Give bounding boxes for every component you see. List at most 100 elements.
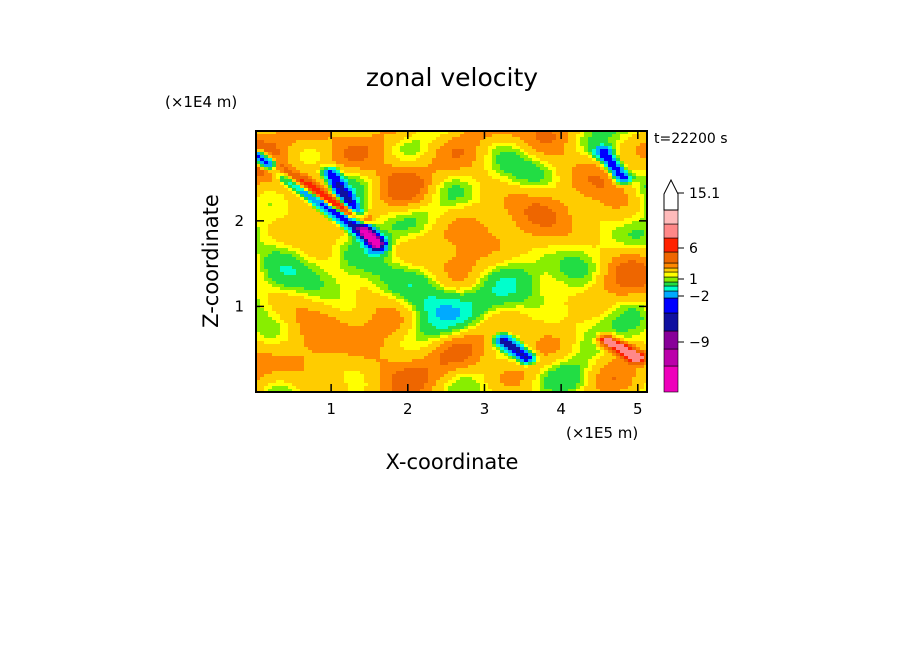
heatmap-cell [372,227,377,231]
heatmap-cell [640,170,645,174]
heatmap-cell [416,146,421,150]
heatmap-cell [432,218,437,222]
heatmap-cell [368,143,373,147]
heatmap-cell [484,194,489,198]
heatmap-cell [456,164,461,168]
heatmap-cell [328,167,333,171]
heatmap-cell [548,194,553,198]
heatmap-cell [456,221,461,225]
heatmap-cell [404,236,409,240]
heatmap-cell [448,131,453,135]
heatmap-cell [488,218,493,222]
heatmap-cell [332,167,337,171]
heatmap-cell [620,185,625,189]
heatmap-cell [288,158,293,162]
heatmap-cell [556,206,561,210]
heatmap-cell [524,176,529,180]
heatmap-cell [280,131,285,135]
heatmap-cell [444,239,449,243]
heatmap-cell [328,149,333,153]
heatmap-cell [508,164,513,168]
heatmap-cell [544,176,549,180]
heatmap-cell [380,197,385,201]
heatmap-cell [328,185,333,189]
heatmap-cell [448,230,453,234]
heatmap-cell [344,161,349,165]
heatmap-cell [576,233,581,237]
heatmap-cell [384,185,389,189]
heatmap-cell [644,224,647,228]
heatmap-cell [424,134,429,138]
heatmap-cell [604,206,609,210]
heatmap-cell [424,137,429,141]
heatmap-cell [568,146,573,150]
heatmap-cell [620,176,625,180]
heatmap-cell [296,182,301,186]
heatmap-cell [384,221,389,225]
heatmap-cell [432,191,437,195]
heatmap-cell [428,131,433,135]
heatmap-cell [460,155,465,159]
heatmap-cell [512,230,517,234]
heatmap-cell [352,182,357,186]
heatmap-cell [444,134,449,138]
heatmap-cell [256,167,261,171]
heatmap-cell [500,227,505,231]
heatmap-cell [424,227,429,231]
heatmap-cell [268,155,273,159]
heatmap-cell [272,197,277,201]
heatmap-cell [324,164,329,168]
heatmap-cell [552,224,557,228]
heatmap-cell [408,158,413,162]
heatmap-cell [516,206,521,210]
heatmap-cell [612,224,617,228]
heatmap-cell [624,152,629,156]
heatmap-cell [516,203,521,207]
heatmap-cell [460,209,465,213]
heatmap-cell [356,230,361,234]
heatmap-cell [264,239,269,243]
heatmap-cell [316,194,321,198]
heatmap-cell [536,176,541,180]
heatmap-cell [388,200,393,204]
heatmap-cell [268,224,273,228]
heatmap-cell [392,173,397,177]
heatmap-cell [312,224,317,228]
heatmap-cell [592,164,597,168]
heatmap-cell [544,230,549,234]
heatmap-cell [368,131,373,135]
heatmap-cell [280,197,285,201]
heatmap-cell [332,149,337,153]
heatmap-cell [592,218,597,222]
heatmap-cell [308,188,313,192]
heatmap-cell [584,218,589,222]
heatmap-cell [516,227,521,231]
heatmap-cell [296,188,301,192]
heatmap-cell [264,191,269,195]
heatmap-cell [340,170,345,174]
heatmap-cell [316,218,321,222]
heatmap-cell [388,161,393,165]
heatmap-cell [436,227,441,231]
heatmap-cell [608,191,613,195]
heatmap-cell [536,203,541,207]
heatmap-cell [312,236,317,240]
heatmap-cell [484,137,489,141]
heatmap-cell [492,230,497,234]
heatmap-cell [632,143,637,147]
heatmap-cell [576,197,581,201]
heatmap-cell [628,161,633,165]
heatmap-cell [432,212,437,216]
heatmap-cell [488,188,493,192]
heatmap-cell [624,182,629,186]
heatmap-cell [520,233,525,237]
heatmap-cell [532,131,537,135]
heatmap-cell [364,146,369,150]
heatmap-cell [356,227,361,231]
heatmap-cell [580,218,585,222]
heatmap-cell [628,167,633,171]
heatmap-cell [404,167,409,171]
heatmap-cell [336,140,341,144]
heatmap-cell [484,167,489,171]
heatmap-cell [608,161,613,165]
